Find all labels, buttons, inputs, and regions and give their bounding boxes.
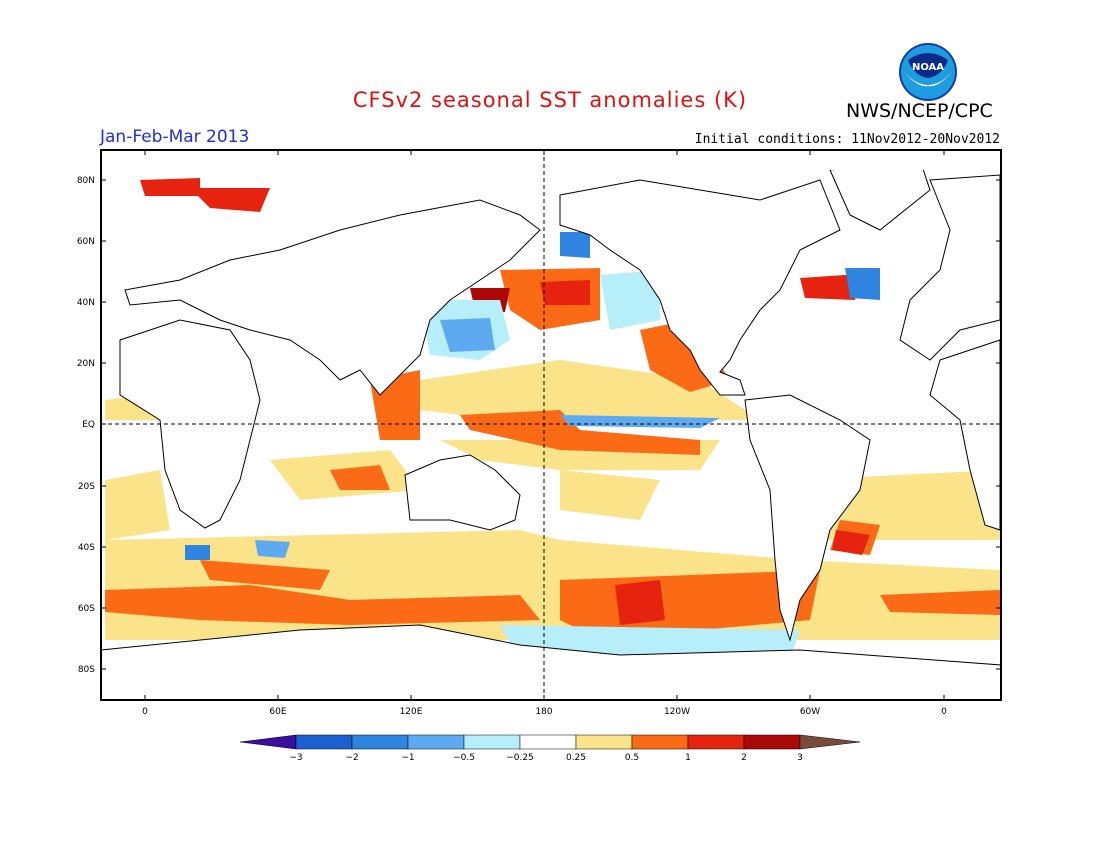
lat-tick-label: 40S	[78, 543, 95, 553]
colorbar-segment	[295, 734, 353, 750]
lon-tick-label: 120W	[664, 707, 690, 717]
lon-tick-label: 60E	[269, 707, 286, 717]
colorbar-low-arrow	[239, 734, 297, 750]
colorbar-segment	[519, 734, 577, 750]
colorbar-tick-label: 0.25	[566, 753, 586, 763]
colorbar-tick-label: 0.5	[625, 753, 639, 763]
colorbar-tick-label: −2	[345, 753, 358, 763]
colorbar-tick-label: −3	[289, 753, 302, 763]
lat-tick-label: 60S	[78, 604, 95, 614]
lat-tick-label: 20N	[77, 359, 95, 369]
lat-tick-label: 20S	[78, 482, 95, 492]
colorbar-segment	[743, 734, 801, 750]
longitude-axis: 0 60E 120E 180 120W 60W 0	[142, 150, 947, 717]
colorbar-segment	[463, 734, 521, 750]
map-frame	[100, 149, 1002, 701]
colorbar-segment	[407, 734, 465, 750]
colorbar-high-arrow	[799, 734, 861, 750]
land-outlines	[100, 150, 1002, 701]
colorbar-tick-label: 3	[797, 753, 803, 763]
lon-tick-label: 120E	[400, 707, 423, 717]
noaa-logo: NOAA	[899, 43, 957, 101]
noaa-logo-text: NOAA	[912, 62, 944, 73]
organization-label: NWS/NCEP/CPC	[846, 100, 993, 122]
lat-tick-label: 60N	[77, 237, 95, 247]
lat-tick-label: 80N	[77, 176, 95, 186]
colorbar-tick-label: −1	[401, 753, 414, 763]
colorbar-segment	[351, 734, 409, 750]
colorbar: −3 −2 −1 −0.5 −0.25 0.25 0.5 1 2 3	[239, 734, 861, 763]
colorbar-segment	[575, 734, 633, 750]
lat-tick-label: EQ	[82, 420, 95, 430]
lat-tick-label: 40N	[77, 298, 95, 308]
period-label: Jan-Feb-Mar 2013	[100, 127, 250, 147]
lon-tick-label: 60W	[800, 707, 820, 717]
colorbar-tick-label: 1	[685, 753, 691, 763]
chart-title: CFSv2 seasonal SST anomalies (K)	[352, 88, 748, 112]
colorbar-tick-label: 2	[741, 753, 747, 763]
reference-lines	[101, 150, 1001, 700]
lon-tick-label: 0	[142, 707, 148, 717]
colorbar-tick-label: −0.25	[506, 753, 534, 763]
colorbar-tick-label: −0.5	[453, 753, 475, 763]
colorbar-segment	[631, 734, 689, 750]
latitude-axis: 80N 60N 40N 20N EQ 20S 40S 60S 80S	[77, 176, 1001, 675]
lat-tick-label: 80S	[78, 665, 95, 675]
initial-conditions-label: Initial conditions: 11Nov2012-20Nov2012	[694, 132, 1000, 147]
lon-tick-label: 180	[535, 707, 552, 717]
lon-tick-label: 0	[941, 707, 947, 717]
colorbar-segment	[687, 734, 745, 750]
